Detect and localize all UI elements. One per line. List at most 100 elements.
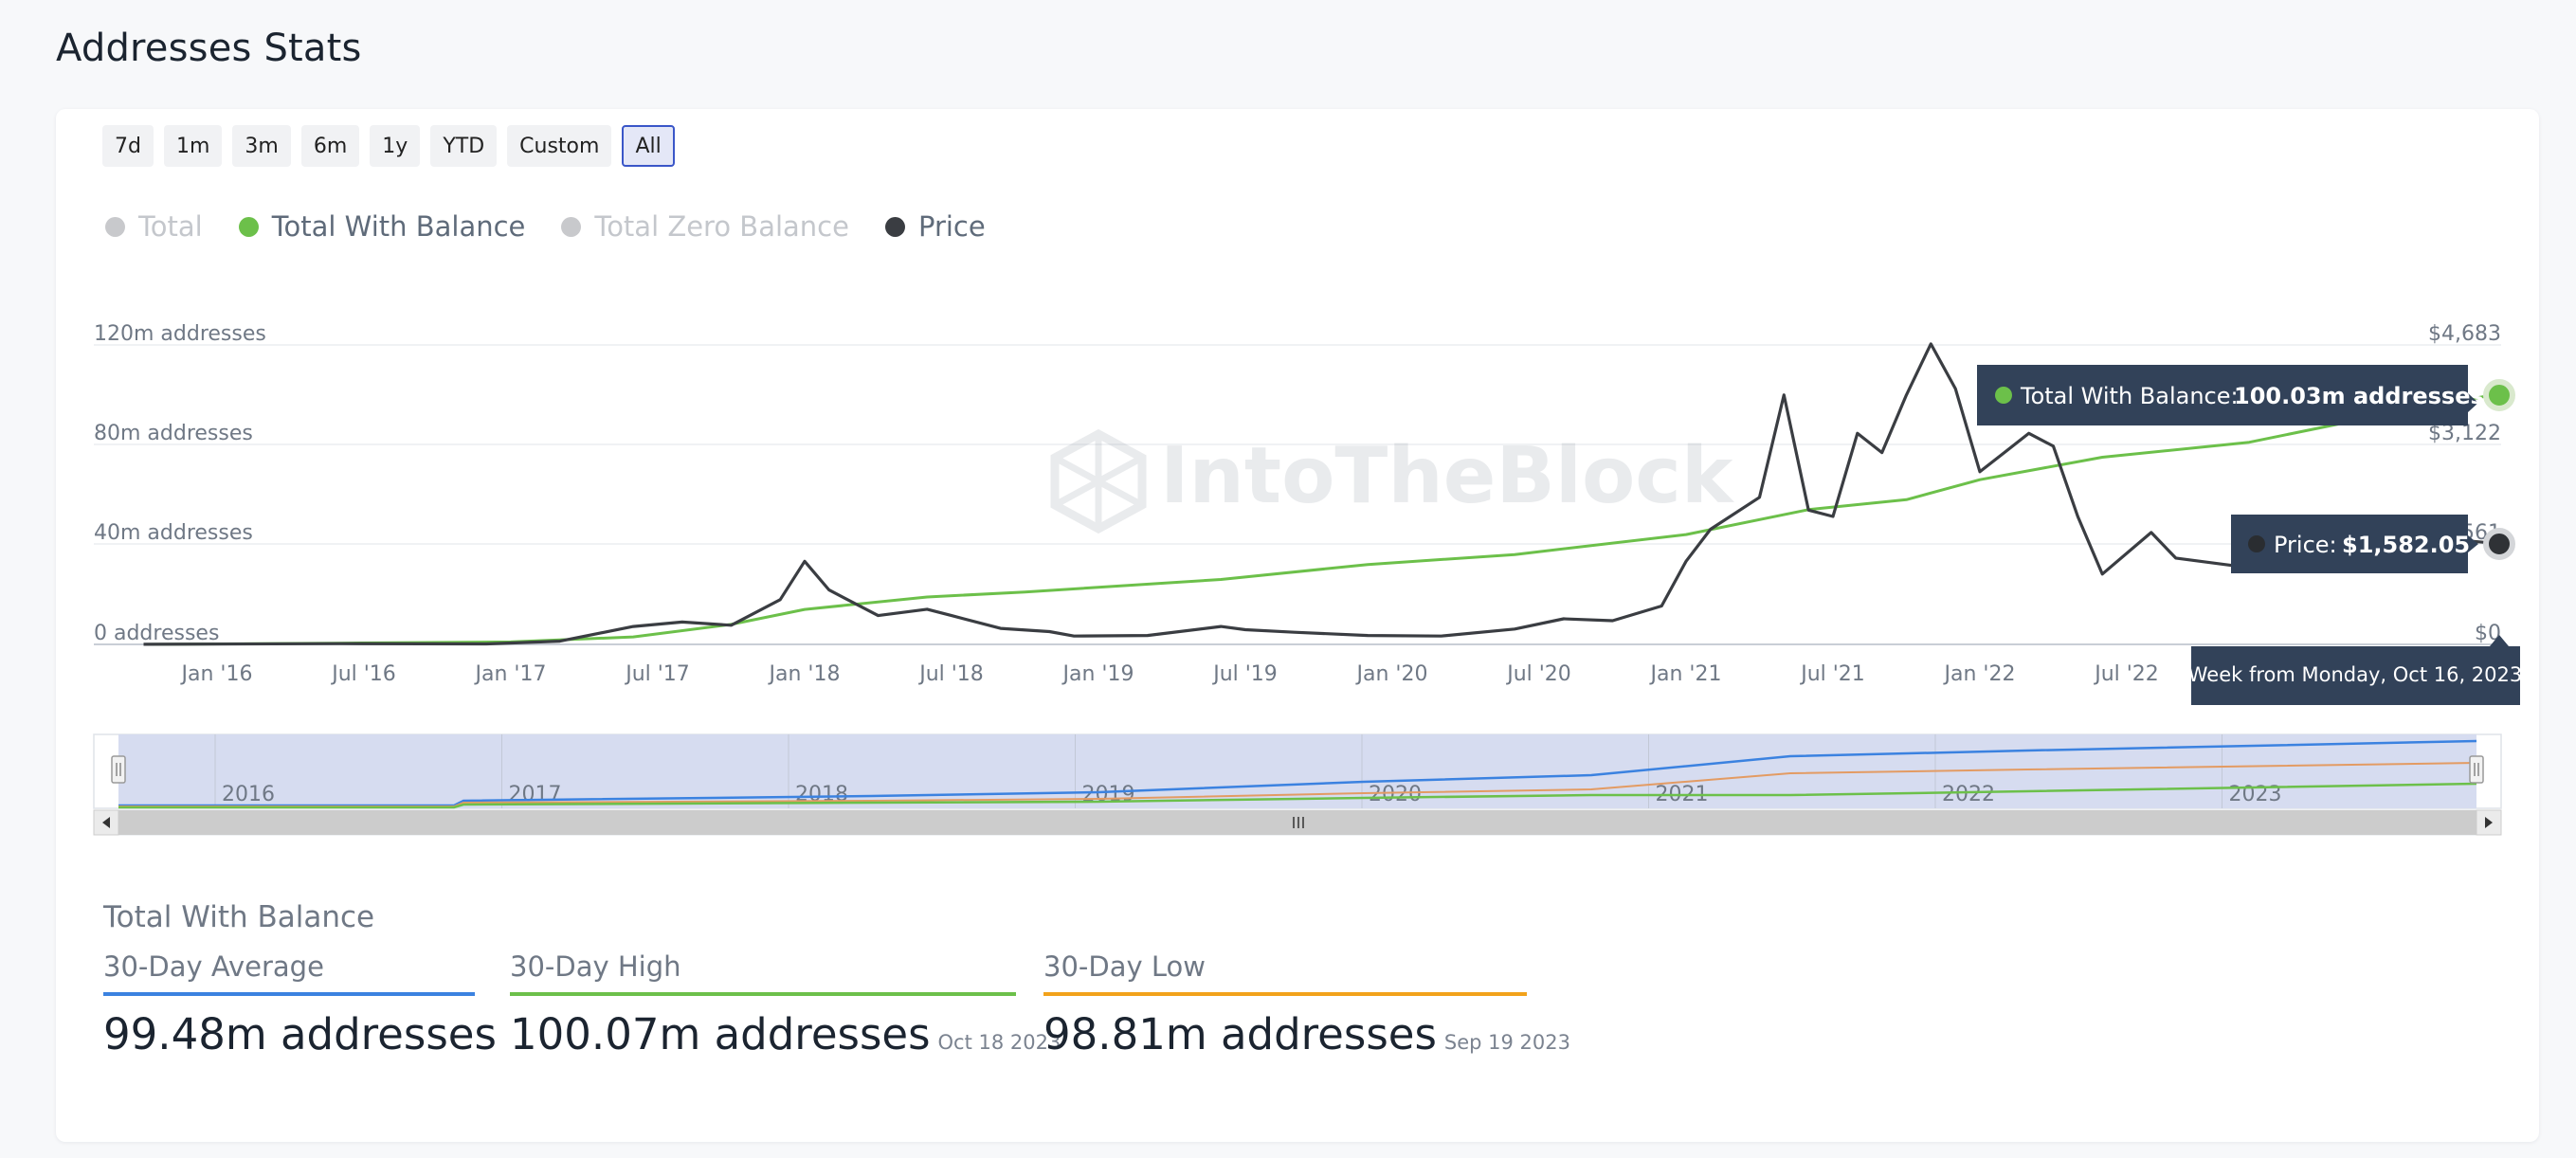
stat-value-low: 98.81m addresses Sep 19 2023 <box>1043 1009 1570 1059</box>
tooltip-balance-dot <box>1995 387 2012 404</box>
chart-svg: 120m addresses 80m addresses 40m address… <box>93 322 2523 836</box>
tooltip-balance: Total With Balance: 100.03m addresses <box>1977 365 2484 425</box>
navigator-series-green <box>118 782 2477 809</box>
legend-label-total: Total <box>138 210 203 243</box>
hover-marker-price <box>2483 528 2515 560</box>
scroll-right-icon <box>2485 817 2493 828</box>
range-button-1m[interactable]: 1m <box>163 125 223 167</box>
legend-item-total[interactable]: Total <box>105 210 203 243</box>
y-left-tick: 80m addresses <box>94 422 253 445</box>
x-axis-tick: Jul '18 <box>917 662 984 686</box>
legend-item-price[interactable]: Price <box>884 210 986 243</box>
tooltip-price-label: Price: <box>2274 532 2337 558</box>
watermark-logo: IntoTheBlock <box>1050 428 1735 534</box>
tooltip-week-text: Week from Monday, Oct 16, 2023 <box>2188 663 2523 686</box>
x-axis-tick: Jan '21 <box>1649 662 1722 686</box>
navigator-series-orange <box>118 762 2477 807</box>
legend-dot-total-with-balance <box>238 216 259 237</box>
tooltip-balance-label: Total With Balance: <box>2020 383 2239 409</box>
navigator-year-label: 2016 <box>222 783 275 806</box>
watermark-text: IntoTheBlock <box>1160 431 1735 521</box>
x-axis-tick: Jan '18 <box>768 662 841 686</box>
stats-title: Total With Balance <box>103 900 375 934</box>
tooltip-price: Price: $1,582.05 <box>2231 515 2478 573</box>
stat-value-high-text: 100.07m addresses <box>510 1009 931 1059</box>
series-layer <box>143 342 2494 646</box>
y-left-tick: 40m addresses <box>94 521 253 545</box>
x-axis-tick: Jan '17 <box>474 662 547 686</box>
stat-value-low-text: 98.81m addresses <box>1043 1009 1437 1059</box>
navigator-handle-right[interactable] <box>2469 755 2484 784</box>
x-axis-tick: Jan '19 <box>1061 662 1134 686</box>
range-selector: 7d 1m 3m 6m 1y YTD Custom All <box>102 125 675 167</box>
legend-label-price: Price <box>917 210 986 243</box>
range-button-ytd[interactable]: YTD <box>430 125 498 167</box>
stat-30-day-average: 30-Day Average 99.48m addresses <box>103 950 497 1059</box>
y-right-tick: $3,122 <box>2428 422 2501 445</box>
tooltip-week: Week from Monday, Oct 16, 2023 <box>2188 635 2523 705</box>
series-line-price <box>143 342 2494 646</box>
navigator-year-label: 2022 <box>1942 783 1995 806</box>
stat-value-average-text: 99.48m addresses <box>103 1009 497 1059</box>
stat-label-average: 30-Day Average <box>103 950 475 996</box>
hover-marker-balance <box>2483 379 2515 411</box>
navigator-handle-right-grip <box>2474 763 2479 776</box>
stat-30-day-high: 30-Day High 100.07m addresses Oct 18 2023 <box>510 950 1061 1059</box>
stat-date-low: Sep 19 2023 <box>1443 1031 1570 1054</box>
range-button-3m[interactable]: 3m <box>232 125 291 167</box>
x-axis-tick: Jul '17 <box>624 662 690 686</box>
scroll-left-icon <box>102 817 110 828</box>
range-button-6m[interactable]: 6m <box>300 125 360 167</box>
x-axis-tick: Jul '22 <box>2093 662 2159 686</box>
scrollbar-thumb[interactable] <box>118 810 2476 835</box>
y-right-tick: $4,683 <box>2428 322 2501 346</box>
stat-30-day-low: 30-Day Low 98.81m addresses Sep 19 2023 <box>1043 950 1570 1059</box>
y-left-labels: 120m addresses 80m addresses 40m address… <box>94 322 266 645</box>
legend-label-total-zero-balance: Total Zero Balance <box>594 210 849 243</box>
stats-card: 7d 1m 3m 6m 1y YTD Custom All Total Tota… <box>56 109 2539 1142</box>
range-navigator[interactable]: 2016 2017 2018 2019 2020 2021 2022 2023 <box>93 733 2502 809</box>
x-axis-tick: Jan '22 <box>1943 662 2016 686</box>
x-axis-tick: Jul '16 <box>330 662 396 686</box>
legend-item-total-with-balance[interactable]: Total With Balance <box>238 210 526 243</box>
logo-mark-inner <box>1053 434 1144 529</box>
navigator-scrollbar[interactable] <box>93 809 2502 836</box>
stat-label-high: 30-Day High <box>510 950 1016 996</box>
logo-mark <box>1050 428 1147 534</box>
x-axis-labels: Jan '16 Jul '16 Jan '17 Jul '17 Jan '18 Jul '… <box>180 662 2159 686</box>
range-button-1y[interactable]: 1y <box>370 125 421 167</box>
series-line-total-with-balance <box>143 393 2494 646</box>
chart-legend: Total Total With Balance Total Zero Bala… <box>105 210 986 243</box>
stat-label-low: 30-Day Low <box>1043 950 1527 996</box>
tooltip-balance-box <box>1977 365 2478 425</box>
x-axis-tick: Jul '20 <box>1505 662 1571 686</box>
page-title: Addresses Stats <box>56 27 362 70</box>
navigator-handle-left-grip <box>116 763 121 776</box>
tooltip-balance-value: 100.03m addresses <box>2234 383 2484 409</box>
tooltip-price-dot <box>2248 535 2265 552</box>
legend-label-total-with-balance: Total With Balance <box>271 210 526 243</box>
navigator-year-label: 2020 <box>1369 783 1422 806</box>
stat-date-high: Oct 18 2023 <box>937 1031 1061 1054</box>
x-axis-tick: Jan '16 <box>180 662 253 686</box>
x-axis-tick: Jul '19 <box>1211 662 1278 686</box>
tooltip-week-box <box>2191 635 2520 705</box>
range-button-custom[interactable]: Custom <box>507 125 612 167</box>
y-left-tick: 0 addresses <box>94 622 219 645</box>
x-axis-tick: Jul '21 <box>1799 662 1865 686</box>
x-axis-tick: Jan '20 <box>1355 662 1428 686</box>
navigator-selected-area[interactable] <box>118 734 2476 808</box>
legend-dot-price <box>884 216 905 237</box>
legend-dot-total <box>105 216 125 237</box>
legend-dot-total-zero-balance <box>561 216 582 237</box>
stat-value-high: 100.07m addresses Oct 18 2023 <box>510 1009 1061 1059</box>
range-button-7d[interactable]: 7d <box>102 125 154 167</box>
navigator-handle-left[interactable] <box>111 755 126 784</box>
range-button-all[interactable]: All <box>622 125 675 167</box>
navigator-series-blue <box>118 739 2477 807</box>
stat-value-average: 99.48m addresses <box>103 1009 497 1059</box>
y-left-tick: 120m addresses <box>94 322 266 346</box>
tooltip-price-box <box>2231 515 2478 573</box>
tooltip-price-value: $1,582.05 <box>2342 532 2470 558</box>
legend-item-total-zero-balance[interactable]: Total Zero Balance <box>561 210 849 243</box>
